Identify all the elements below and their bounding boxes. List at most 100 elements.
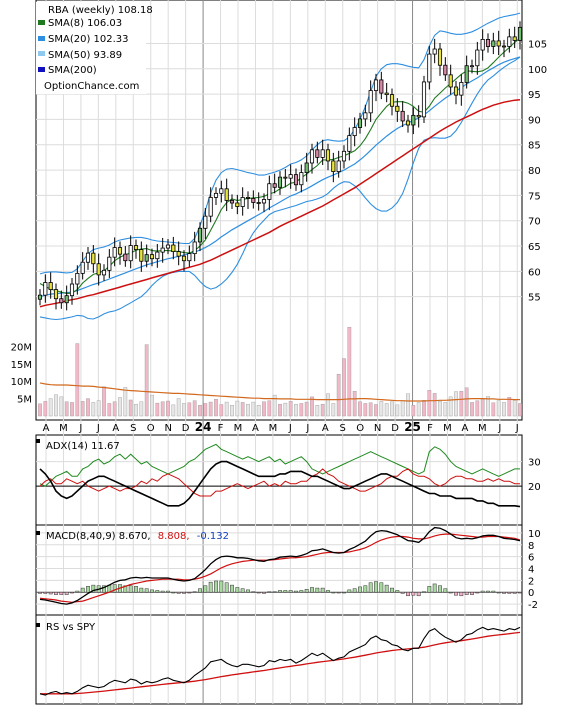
volume-bar — [176, 398, 181, 417]
volume-bar — [182, 403, 186, 417]
price-y-tick-label: 80 — [528, 166, 541, 177]
candle-body — [304, 162, 309, 173]
macd-histogram-bar — [198, 588, 202, 593]
x-tick-label: M — [478, 423, 487, 434]
macd-y-tick-label: 6 — [528, 553, 534, 564]
candle-body — [299, 172, 304, 186]
x-tick-label: A — [461, 423, 468, 434]
candle-body — [432, 48, 437, 55]
macd-histogram-bar — [251, 591, 256, 593]
volume-bar — [272, 394, 277, 417]
panel-frame — [35, 0, 523, 421]
candle-body — [341, 150, 347, 162]
macd-histogram-bar — [416, 591, 421, 597]
volume-bar — [518, 403, 522, 417]
price-panel: 55 60 65 70 75 80 85 90 95 100 105 — [37, 12, 547, 321]
macd-histogram-bar — [352, 588, 357, 593]
volume-bar — [267, 400, 272, 417]
volume-bar — [219, 404, 224, 417]
volume-bar — [91, 402, 96, 417]
macd-histogram-bar — [256, 591, 261, 594]
macd-histogram-bar — [182, 591, 186, 594]
candle-body — [517, 26, 523, 41]
adx-y-tick-label: 30 — [528, 458, 541, 469]
volume-bar — [288, 401, 293, 417]
volume-bar — [342, 358, 346, 417]
candle-body — [480, 39, 485, 51]
macd-histogram-bar — [480, 590, 485, 593]
macd-histogram-bar — [262, 591, 266, 594]
candle-body — [416, 114, 421, 118]
candle-body — [171, 244, 176, 253]
volume-bar — [448, 396, 453, 417]
candle-body — [208, 197, 213, 217]
rs-panel — [39, 626, 521, 696]
legend-sma200-label: SMA(200) — [48, 65, 97, 76]
volume-bar — [38, 403, 42, 417]
volume-bar — [107, 403, 112, 417]
candle-body — [379, 79, 384, 94]
x-tick-label: M — [443, 423, 452, 434]
volume-bar — [43, 401, 48, 417]
macd-y-tick-label: 4 — [528, 565, 534, 576]
candle-body — [384, 92, 389, 96]
volume-bar — [299, 403, 304, 417]
candle-body — [251, 198, 256, 203]
candle-body — [256, 202, 261, 204]
macd-histogram-bar — [384, 584, 389, 593]
macd-histogram-bar — [363, 585, 368, 593]
candle-body — [464, 65, 469, 83]
volume-bar — [475, 400, 480, 417]
candle-body — [112, 247, 117, 258]
candle-body — [485, 39, 491, 47]
volume-bar — [352, 391, 357, 417]
macd-histogram-bar — [486, 590, 490, 593]
macd-histogram-bar — [166, 590, 170, 593]
candle-body — [448, 74, 453, 88]
macd-histogram-bar — [400, 591, 405, 594]
candle-body — [229, 200, 235, 204]
volume-bar — [208, 401, 213, 417]
candle-body — [475, 49, 480, 67]
macd-signal-line — [39, 533, 521, 603]
volume-bar — [384, 403, 389, 417]
candle-body — [192, 241, 197, 255]
volume-bar — [427, 390, 432, 417]
volume-bar — [102, 386, 106, 417]
x-tick-label: 25 — [404, 420, 421, 434]
candle-body — [139, 249, 144, 262]
candle-body — [144, 254, 149, 262]
adx-y-tick-label: 20 — [528, 482, 541, 493]
candle-body — [80, 261, 85, 274]
volume-bar — [374, 404, 378, 417]
macd-histogram-bar — [80, 587, 85, 593]
watermark: OptionChance.com — [44, 81, 139, 92]
macd-histogram-bar — [208, 581, 213, 593]
candle-body — [283, 176, 288, 179]
macd-histogram-bar — [70, 591, 74, 594]
volume-bar — [128, 399, 133, 417]
candle-body — [400, 110, 405, 122]
macd-histogram-bar — [331, 591, 336, 594]
candle-body — [315, 149, 320, 158]
volume-y-tick-label: 10M — [11, 377, 32, 388]
volume-bar — [411, 405, 416, 417]
macd-histogram-bar — [320, 587, 325, 593]
volume-bar — [256, 405, 261, 417]
macd-histogram-bar — [294, 590, 298, 593]
volume-bar — [262, 401, 266, 417]
volume-bar — [480, 399, 485, 417]
volume-bar — [144, 344, 149, 417]
candle-body — [427, 53, 432, 83]
x-tick-label: O — [356, 423, 364, 434]
chart-title: RBA (weekly) 108.18 — [48, 5, 153, 16]
candle-body — [69, 283, 75, 297]
x-tick-label: J — [515, 423, 519, 434]
candle-body — [117, 247, 123, 255]
x-tick-label: F — [218, 423, 224, 434]
x-tick-label: O — [147, 423, 155, 434]
volume-bar — [112, 401, 117, 417]
candle-body — [443, 64, 448, 76]
candle-body — [368, 90, 373, 114]
